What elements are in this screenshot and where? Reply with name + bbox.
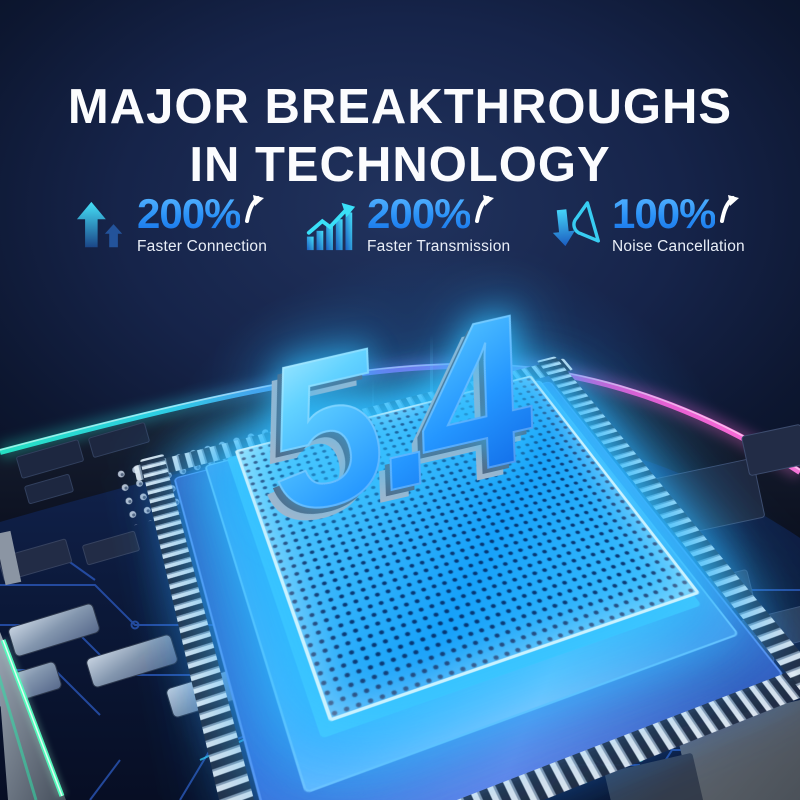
stat-faster-connection: 200% Faster Connection <box>74 190 268 256</box>
stat-value: 100% <box>612 190 716 237</box>
up-swoosh-arrow-icon <box>475 195 495 223</box>
stat-value: 200% <box>137 190 241 237</box>
up-swoosh-arrow-icon <box>720 195 740 223</box>
stat-label: Noise Cancellation <box>612 237 745 255</box>
double-up-arrow-icon <box>76 201 123 248</box>
stat-body: 200% Faster Connection <box>137 190 268 256</box>
chip-3d <box>133 316 800 800</box>
up-swoosh-arrow-icon <box>245 195 265 223</box>
green-light-strip <box>0 632 67 800</box>
stat-value: 200% <box>367 190 471 237</box>
page-title-line2: IN TECHNOLOGY <box>189 137 611 192</box>
stat-body: 100% Noise Cancellation <box>612 190 745 256</box>
stat-body: 200% Faster Transmission <box>367 190 511 256</box>
page-title: MAJOR BREAKTHROUGHS IN TECHNOLOGY <box>0 79 800 195</box>
stat-label: Faster Connection <box>137 237 268 255</box>
stat-noise-cancellation: 100% Noise Cancellation <box>549 190 745 256</box>
volume-down-icon <box>552 201 600 247</box>
bar-chart-growth-icon <box>306 202 356 251</box>
stat-label: Faster Transmission <box>367 237 511 255</box>
stat-faster-transmission: 200% Faster Transmission <box>304 190 511 256</box>
page-title-line1: MAJOR BREAKTHROUGHS <box>67 79 733 134</box>
